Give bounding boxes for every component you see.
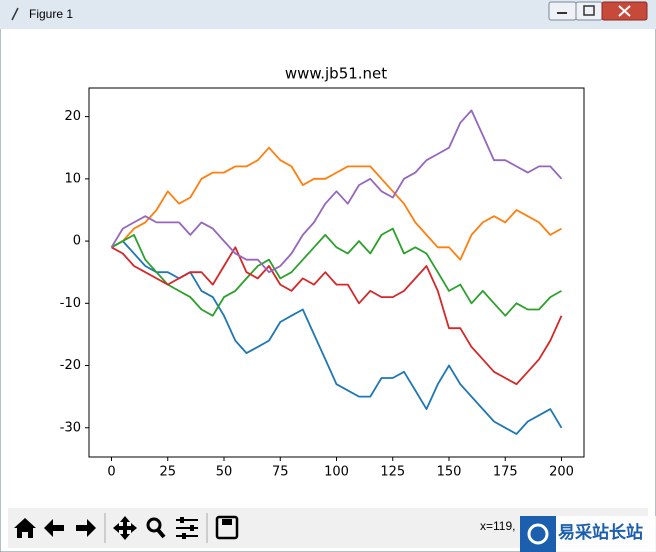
watermark-bg [556,516,656,552]
x-tick-label: 0 [107,465,115,480]
y-tick-label: -10 [60,296,81,311]
maximize-icon [583,5,595,16]
chart-title: www.jb51.net [285,65,387,83]
window-title: Figure 1 [29,7,73,21]
zoom-handle [156,528,166,539]
save-icon-part [222,519,232,525]
configure-button[interactable] [176,519,198,537]
x-tick-label: 50 [216,465,233,480]
title-bar [0,0,656,29]
window-icon [11,7,19,21]
close-icon [618,5,631,17]
back-button[interactable] [44,519,64,537]
y-tick-label: -30 [60,420,81,435]
series-line [111,246,563,386]
x-tick-label: 75 [272,465,289,480]
x-tick-label: 100 [324,465,349,480]
toolbar-buttons [14,515,239,540]
y-tick-label: -20 [60,358,81,373]
slider [182,533,186,539]
minimize-button[interactable] [548,1,577,21]
slider [180,517,184,523]
x-tick-label: 200 [549,465,574,480]
series-line [111,227,562,317]
x-tick-label: 175 [493,465,518,480]
home-button[interactable] [14,518,36,538]
series-line [111,146,562,261]
pan-button[interactable] [113,516,137,540]
forward-button[interactable] [76,519,96,537]
x-tick-label: 25 [159,465,176,480]
y-tick-label: 10 [64,171,81,186]
watermark-text: 易采站长站 [558,522,643,543]
watermark-logo [520,516,556,552]
save-button[interactable] [215,515,239,540]
x-tick-label: 125 [380,465,405,480]
slider [190,525,194,531]
x-tick-label: 150 [437,465,462,480]
maximize-button[interactable] [575,1,603,21]
y-tick-label: 20 [64,109,81,124]
figure [8,29,648,508]
y-tick-label: 0 [73,234,81,249]
status-text: x=119, [480,519,515,533]
series-line [110,109,563,274]
watermark-icon [527,523,549,545]
zoom-button[interactable] [146,517,162,533]
